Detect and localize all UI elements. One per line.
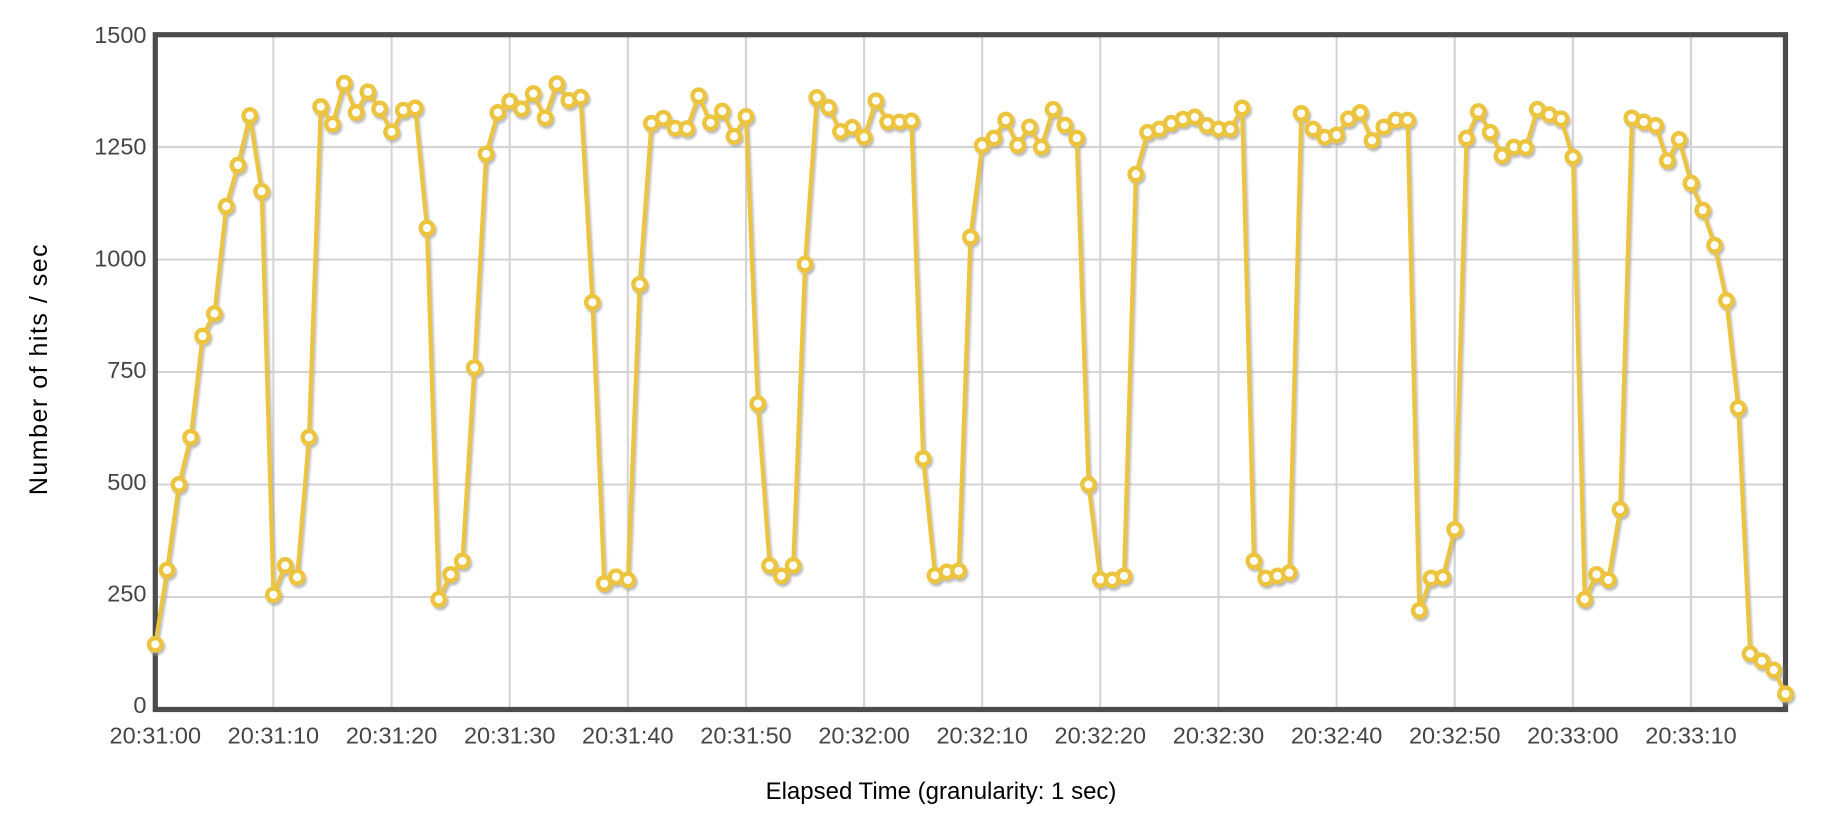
svg-text:0: 0 <box>133 692 146 718</box>
svg-text:20:32:30: 20:32:30 <box>1173 723 1264 749</box>
svg-text:20:32:20: 20:32:20 <box>1055 723 1146 749</box>
svg-text:20:32:50: 20:32:50 <box>1409 723 1500 749</box>
svg-text:20:31:40: 20:31:40 <box>582 723 673 749</box>
svg-text:20:32:40: 20:32:40 <box>1291 723 1382 749</box>
svg-text:20:32:00: 20:32:00 <box>818 723 909 749</box>
svg-text:Number of hits / sec: Number of hits / sec <box>25 243 53 495</box>
svg-text:1000: 1000 <box>94 245 146 271</box>
svg-text:500: 500 <box>107 469 146 495</box>
svg-text:20:32:10: 20:32:10 <box>936 723 1027 749</box>
svg-text:20:31:20: 20:31:20 <box>346 723 437 749</box>
svg-text:250: 250 <box>107 581 146 607</box>
svg-text:1500: 1500 <box>94 22 146 48</box>
svg-text:750: 750 <box>107 357 146 383</box>
svg-text:Elapsed Time (granularity: 1 s: Elapsed Time (granularity: 1 sec) <box>766 778 1117 805</box>
svg-text:20:31:00: 20:31:00 <box>110 723 201 749</box>
svg-text:20:33:00: 20:33:00 <box>1527 723 1618 749</box>
svg-text:20:31:30: 20:31:30 <box>464 723 555 749</box>
svg-text:20:33:10: 20:33:10 <box>1645 723 1736 749</box>
svg-text:1250: 1250 <box>94 134 146 160</box>
svg-text:20:31:50: 20:31:50 <box>700 723 791 749</box>
svg-text:20:31:10: 20:31:10 <box>228 723 319 749</box>
